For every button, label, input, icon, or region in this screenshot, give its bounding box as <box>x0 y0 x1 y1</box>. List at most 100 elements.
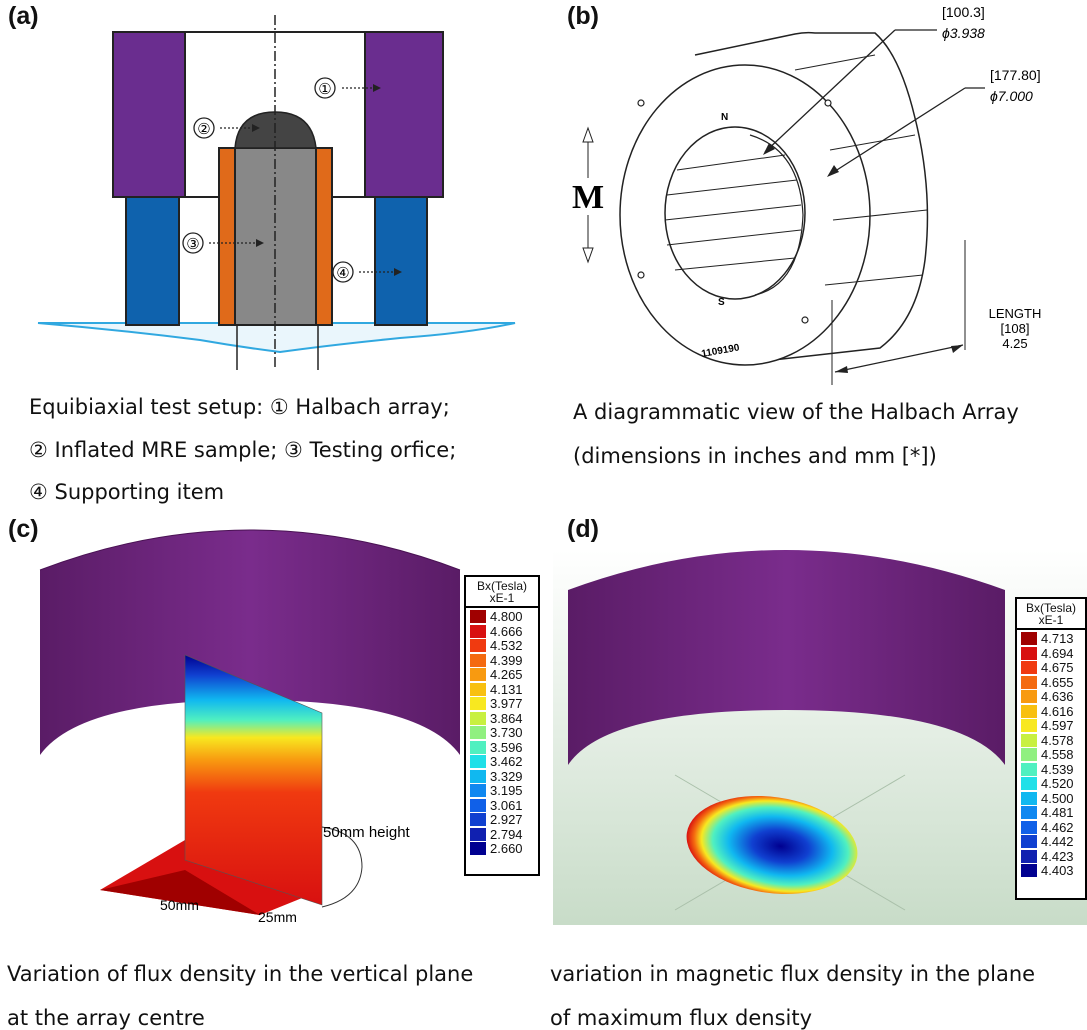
d-legend-value: 4.423 <box>1041 848 1074 864</box>
d-legend-value: 4.636 <box>1041 689 1074 705</box>
caption-d-line-2: of maximum flux density <box>550 1006 813 1030</box>
dim-25mm: 25mm <box>258 909 297 925</box>
magnet-arc-c <box>40 530 460 755</box>
c-legend-row: 2.927 <box>466 812 538 828</box>
c-legend-value: 3.864 <box>490 710 523 726</box>
d-legend-swatch <box>1021 690 1037 704</box>
c-legend-value: 2.927 <box>490 812 523 828</box>
inner-bore <box>664 126 806 300</box>
d-legend-row: 4.442 <box>1017 834 1085 850</box>
orifice-left-wall <box>218 147 236 326</box>
c-legend-swatch <box>470 842 486 856</box>
c-legend-row: 2.660 <box>466 841 538 857</box>
d-legend-row: 4.597 <box>1017 718 1085 734</box>
halbach-left <box>112 31 186 198</box>
c-legend-row: 3.864 <box>466 710 538 726</box>
c-legend-swatch <box>470 668 486 682</box>
c-legend-value: 2.660 <box>490 841 523 857</box>
pole-n: N <box>721 112 728 123</box>
d-legend-swatch <box>1021 646 1037 660</box>
c-legend-swatch <box>470 711 486 725</box>
d-legend-value: 4.539 <box>1041 761 1074 777</box>
d-legend-value: 4.616 <box>1041 703 1074 719</box>
magnet-arc-d <box>568 550 1005 765</box>
c-legend-row: 3.730 <box>466 725 538 741</box>
c-legend-row: 3.596 <box>466 739 538 755</box>
panel-d-label: (d) <box>567 515 599 543</box>
c-legend-swatch <box>470 639 486 653</box>
panel-b-label: (b) <box>567 2 599 30</box>
halbach-right <box>364 31 444 198</box>
c-legend-row: 4.532 <box>466 639 538 653</box>
c-legend-row: 4.265 <box>466 667 538 683</box>
c-legend-swatch <box>470 784 486 798</box>
legend-c: Bx(Tesla) xE-1 4.800 4.666 4.532 4.399 4.265 4… <box>464 575 540 876</box>
d-legend-row: 4.481 <box>1017 806 1085 820</box>
c-legend-row: 4.666 <box>466 624 538 638</box>
c-legend-row: 3.195 <box>466 784 538 798</box>
c-legend-value: 4.399 <box>490 652 523 668</box>
marker-1: ① <box>314 77 381 99</box>
d-legend-value: 4.694 <box>1041 645 1074 661</box>
c-legend-value: 3.329 <box>490 768 523 784</box>
svg-text:④: ④ <box>336 265 349 282</box>
c-legend-row: 2.794 <box>466 826 538 842</box>
c-legend-value: 3.061 <box>490 797 523 813</box>
d-legend-swatch <box>1021 675 1037 689</box>
marker-4: ④ <box>332 261 402 283</box>
halbach-array-drawing: N S 1109190 M [100.3] ϕ3.938 [177.80] ϕ7… <box>572 4 1042 385</box>
svg-text:①: ① <box>318 81 331 98</box>
d-legend-value: 4.462 <box>1041 819 1074 835</box>
length-mm: [108] <box>1001 321 1030 336</box>
marker-2: ② <box>193 117 260 139</box>
c-legend-row: 3.977 <box>466 696 538 712</box>
d-legend-row: 4.423 <box>1017 848 1085 864</box>
c-legend-swatch <box>470 697 486 711</box>
flux-max-plane-plot <box>553 550 1087 925</box>
c-legend-value: 3.462 <box>490 754 523 770</box>
caption-b-line-1: A diagrammatic view of the Halbach Array <box>573 400 1019 424</box>
panel-c: (c) 50 <box>0 515 545 1030</box>
d-legend-value: 4.597 <box>1041 718 1074 734</box>
d-legend-swatch <box>1021 835 1037 849</box>
c-legend-value: 2.794 <box>490 826 523 842</box>
length-label: LENGTH <box>989 306 1042 321</box>
c-legend-row: 4.399 <box>466 652 538 668</box>
d-legend-row: 4.655 <box>1017 674 1085 690</box>
c-legend-value: 3.977 <box>490 696 523 712</box>
magnetization-label: M <box>572 179 604 216</box>
d-legend-value: 4.578 <box>1041 732 1074 748</box>
d-legend-value: 4.442 <box>1041 834 1074 850</box>
c-legend-value: 3.596 <box>490 739 523 755</box>
caption-a-line-1: Equibiaxial test setup: ① Halbach array; <box>29 395 450 419</box>
c-legend-swatch <box>470 827 486 841</box>
c-legend-value: 3.730 <box>490 725 523 741</box>
vertical-plane <box>184 654 323 906</box>
c-legend-swatch <box>470 755 486 769</box>
caption-c-line-2: at the array centre <box>7 1006 205 1030</box>
d-legend-value: 4.655 <box>1041 674 1074 690</box>
d-legend-swatch <box>1021 806 1037 820</box>
svg-text:②: ② <box>197 121 210 138</box>
c-legend-value: 4.265 <box>490 667 523 683</box>
panel-a: (a) ① ② <box>0 0 540 510</box>
d-legend-swatch <box>1021 632 1037 646</box>
c-legend-swatch <box>470 798 486 812</box>
caption-a-line-2: ② Inflated MRE sample; ③ Testing orfice; <box>29 438 457 462</box>
c-legend-swatch <box>470 610 486 624</box>
d-legend-row: 4.520 <box>1017 777 1085 791</box>
c-legend-value: 4.131 <box>490 681 523 697</box>
support-left <box>125 196 180 326</box>
c-legend-swatch <box>470 740 486 754</box>
d-legend-row: 4.636 <box>1017 689 1085 705</box>
flux-disk <box>686 795 858 895</box>
support-right <box>374 196 428 326</box>
c-legend-value: 4.800 <box>490 609 523 625</box>
dim-outer-in: ϕ7.000 <box>990 88 1033 104</box>
caption-b-line-2: (dimensions in inches and mm [*]) <box>573 444 937 468</box>
c-legend-row: 3.329 <box>466 768 538 784</box>
panel-d: (d) <box>545 515 1087 1030</box>
c-legend-row: 3.061 <box>466 797 538 813</box>
panel-b: (b) N S 1109190 <box>545 0 1087 510</box>
d-legend-swatch <box>1021 748 1037 762</box>
